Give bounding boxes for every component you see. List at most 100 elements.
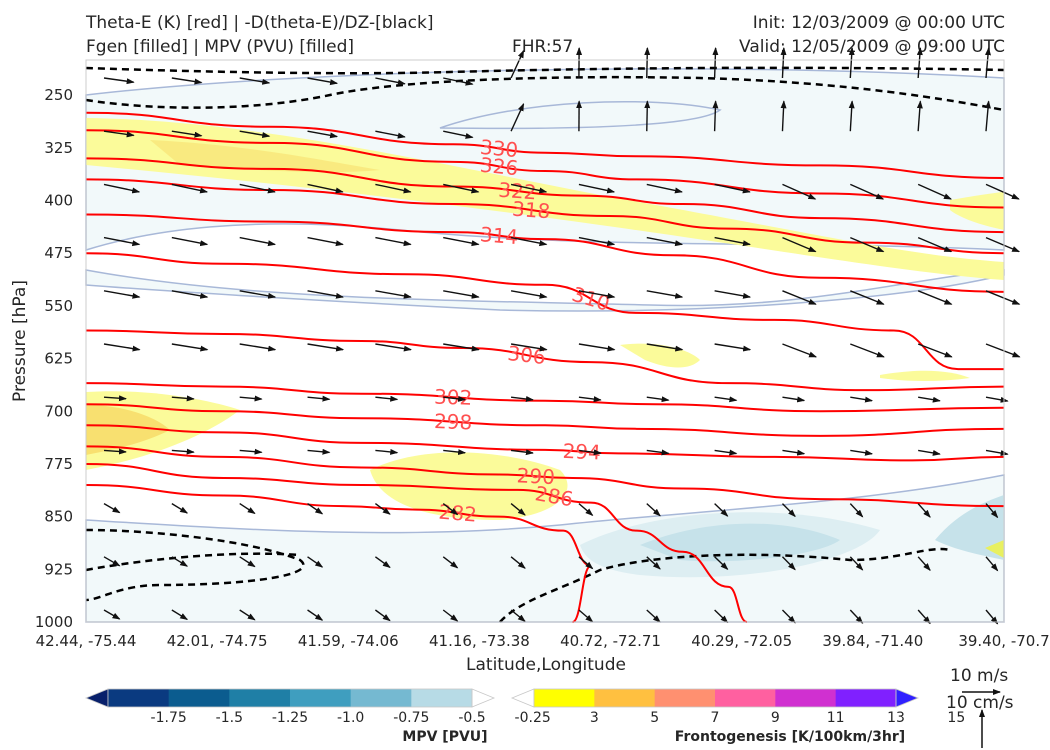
wind-vector	[307, 448, 331, 455]
wind-vector	[782, 290, 817, 305]
wind-vector	[578, 503, 594, 517]
wind-vector	[442, 556, 459, 569]
colorbar-segment	[715, 689, 776, 707]
wind-vector	[780, 47, 787, 79]
wind-vector	[782, 183, 817, 200]
wind-vector	[443, 343, 480, 352]
wind-vector	[714, 503, 729, 517]
theta-e-contour-label: 306	[506, 341, 547, 369]
wind-vector	[510, 503, 526, 516]
mpv-fill-layer	[85, 68, 1005, 623]
colorbar-segment	[108, 689, 170, 707]
theta-e-contour-label: 314	[479, 222, 519, 249]
wind-vector	[714, 236, 751, 247]
theta-e-contour-label: 294	[562, 439, 601, 465]
wind-vector	[510, 609, 526, 623]
wind-vector	[375, 130, 406, 139]
wind-vector	[239, 448, 263, 455]
wind-vector	[646, 183, 683, 194]
colorbar-tick-label: 5	[650, 710, 659, 726]
wind-vector	[849, 503, 864, 518]
wind-vector	[985, 343, 1021, 358]
y-tick-label: 475	[44, 244, 73, 262]
wind-vector	[646, 396, 670, 403]
vector-reference-horizontal-label: 10 m/s	[950, 666, 1008, 686]
wind-vector	[510, 103, 525, 132]
theta-e-contour-286	[85, 462, 748, 623]
wind-vector	[781, 503, 796, 518]
wind-vector	[442, 503, 459, 516]
x-tick-label: 41.16, -73.38	[429, 632, 530, 650]
colorbar-tick-label: -1.75	[151, 710, 187, 726]
wind-vector	[510, 49, 525, 79]
wind-vector	[578, 396, 602, 403]
theta-e-contour-294	[85, 424, 1005, 462]
theta-e-contour-306	[85, 329, 1005, 392]
wind-vector	[781, 556, 796, 571]
wind-vector	[850, 290, 885, 305]
wind-vector	[374, 609, 391, 622]
colorbar-tick-label: -0.5	[458, 710, 485, 726]
y-axis-title: Pressure [hPa]	[10, 280, 30, 402]
wind-vector	[782, 396, 806, 403]
wind-vector	[239, 77, 271, 85]
init-time: Init: 12/03/2009 @ 00:00 UTC	[752, 13, 1005, 33]
wind-vector	[714, 290, 752, 299]
stability-contours	[85, 66, 1005, 623]
y-tick-label: 925	[44, 560, 73, 578]
wind-vector	[714, 449, 738, 456]
wind-vector	[917, 183, 952, 200]
wind-vector	[375, 343, 412, 352]
theta-e-contour-label: 330	[479, 135, 519, 162]
wind-vector	[646, 449, 670, 456]
wind-vector	[646, 556, 661, 570]
wind-vector	[985, 100, 991, 132]
colorbar-tick-label: -1.25	[272, 710, 308, 726]
wind-vector	[985, 609, 999, 625]
wind-vector	[443, 449, 467, 456]
wind-vector	[916, 100, 923, 132]
wind-vector	[375, 290, 412, 299]
wind-vector	[171, 609, 189, 621]
colorbar-tick-label: -0.75	[393, 710, 429, 726]
colorbar-tick-label: 3	[590, 710, 599, 726]
colorbar-segment	[835, 689, 897, 707]
wind-vector	[510, 236, 548, 247]
theta-e-contour-label: 302	[434, 384, 473, 409]
wind-vector	[103, 183, 141, 194]
wind-vector	[374, 503, 391, 515]
wind-vector	[578, 449, 602, 456]
colorbar-segment	[654, 689, 716, 707]
theta-e-contour-330	[85, 111, 1005, 180]
wind-vector	[646, 236, 684, 247]
wind-vector	[171, 503, 189, 514]
x-tick-label: 42.44, -75.44	[36, 632, 137, 650]
x-tick-label: 39.84, -71.40	[822, 632, 923, 650]
wind-vector	[307, 609, 324, 621]
forecast-hour: FHR:57	[512, 37, 574, 57]
y-tick-label: 775	[44, 455, 73, 473]
wind-vector	[307, 290, 344, 299]
y-tick-label: 400	[44, 192, 73, 210]
x-axis-title: Latitude,Longitude	[466, 655, 626, 675]
wind-vector	[646, 503, 661, 517]
wind-vector	[171, 77, 203, 85]
wind-vector	[646, 609, 661, 623]
wind-vector	[578, 556, 594, 570]
wind-vector	[917, 290, 953, 305]
wind-vector	[781, 609, 796, 624]
wind-vector	[103, 343, 141, 352]
colorbar-segment	[229, 689, 291, 707]
wind-vector	[375, 77, 406, 86]
wind-vector	[644, 100, 651, 132]
wind-vector	[103, 609, 121, 620]
wind-vector	[917, 343, 953, 358]
wind-vector	[510, 343, 548, 352]
y-axis: 250 325 400 475 550 625 700 775 850 925 1000	[35, 86, 73, 631]
wind-vector	[780, 100, 787, 132]
colorbar-tick-label: 9	[771, 710, 780, 726]
colorbar-tick-label: -0.25	[515, 710, 551, 726]
colorbar-extend-high	[895, 688, 920, 708]
vector-reference-vertical-label: 10 cm/s	[946, 693, 1014, 713]
